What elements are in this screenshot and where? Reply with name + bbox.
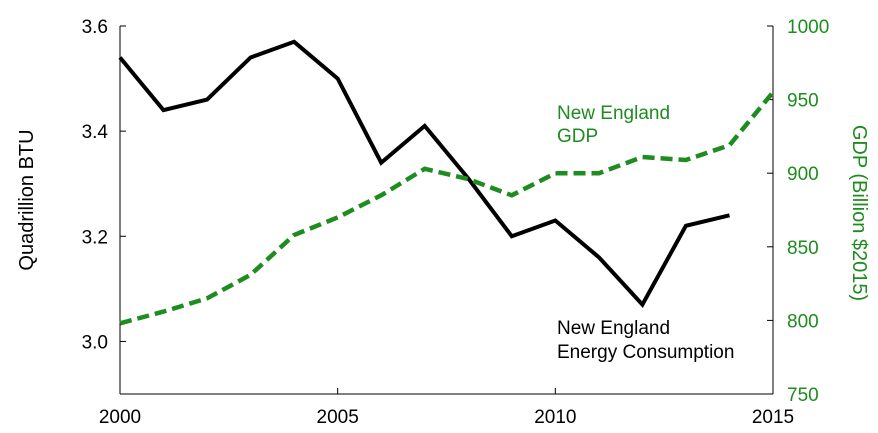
y2-tick-label: 950 (787, 91, 819, 112)
energy-consumption-line (118, 39, 730, 308)
x-tick-label: 2015 (752, 407, 794, 428)
y2-axis-title: GDP (Billion $2015) (848, 125, 870, 301)
energy-series-label: New England Energy Consumption (557, 318, 734, 363)
y2-tick-label: 850 (787, 238, 819, 259)
series-lines (118, 39, 775, 326)
x-tick-label: 2005 (317, 407, 359, 428)
y-tick-label: 3.6 (82, 17, 108, 38)
y2-tick-label: 900 (787, 164, 819, 185)
ticks: 3.0 3.2 3.4 3.6 750 800 850 900 950 1000 2000 2005 2… (82, 17, 830, 428)
y-tick-label: 3.2 (82, 227, 108, 248)
y-tick-label: 3.0 (82, 332, 108, 353)
gdp-label-line-1: New England (557, 103, 670, 124)
energy-label-line-1: New England (557, 318, 670, 339)
y-axis-title: Quadrillion BTU (16, 129, 38, 270)
gdp-line (119, 90, 775, 326)
y2-tick-label: 800 (787, 311, 819, 332)
energy-label-line-2: Energy Consumption (557, 342, 734, 363)
y2-tick-label: 1000 (787, 17, 829, 38)
x-tick-label: 2000 (99, 407, 141, 428)
gdp-series-label: New England GDP (557, 103, 670, 147)
y-tick-label: 3.4 (82, 122, 109, 143)
gdp-label-line-2: GDP (557, 126, 598, 147)
x-tick-label: 2010 (534, 407, 576, 428)
y2-tick-label: 750 (787, 385, 819, 406)
axes (119, 26, 774, 395)
